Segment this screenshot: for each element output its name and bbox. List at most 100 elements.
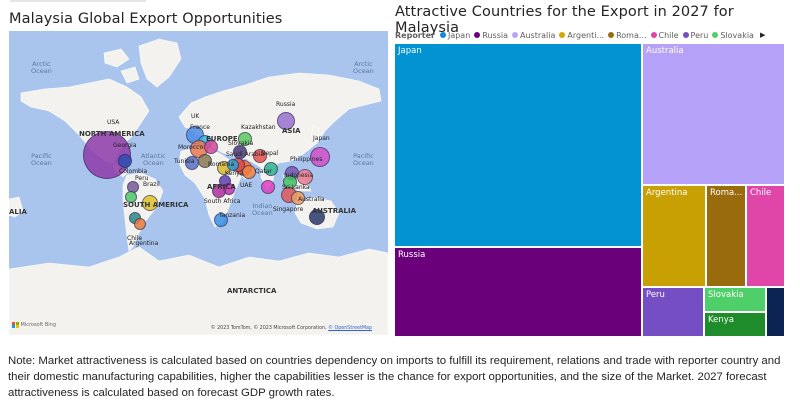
map-title: Malaysia Global Export Opportunities bbox=[9, 11, 283, 27]
legend-dot-icon bbox=[608, 32, 615, 38]
country-label: Tunisia bbox=[174, 158, 195, 165]
country-label: Singapore bbox=[273, 206, 304, 213]
legend-dot-icon bbox=[439, 32, 446, 38]
country-label: Australia bbox=[298, 196, 325, 203]
legend-item-chile[interactable]: Chile bbox=[650, 31, 679, 40]
treemap-tile-slovakia[interactable]: Slovakia bbox=[704, 287, 766, 312]
treemap-tile-romania[interactable]: Roma... bbox=[706, 185, 746, 287]
country-label: France bbox=[190, 124, 210, 131]
country-label: UK bbox=[191, 113, 200, 120]
treemap-tile-australia[interactable]: Australia bbox=[642, 43, 785, 185]
treemap-tile-russia[interactable]: Russia bbox=[394, 247, 642, 337]
continent-label: AUSTRALIA bbox=[312, 207, 356, 215]
map-bubble[interactable] bbox=[277, 112, 295, 130]
country-label: UAE bbox=[240, 182, 253, 189]
treemap-tile-chile[interactable]: Chile bbox=[746, 185, 785, 287]
map-bubble[interactable] bbox=[310, 147, 330, 167]
map-bubble[interactable] bbox=[198, 154, 212, 168]
legend-dot-icon bbox=[650, 32, 657, 38]
country-label: Kazakhstan bbox=[241, 124, 276, 131]
legend-item-russia[interactable]: Russia bbox=[474, 31, 508, 40]
treemap-tile-kenya[interactable]: Kenya bbox=[704, 312, 766, 337]
country-label: Saudi Arabia bbox=[226, 151, 265, 158]
bing-logo: Microsoft Bing bbox=[12, 321, 56, 328]
continent-label: SOUTH AMERICA bbox=[123, 201, 189, 209]
country-label: Nepal bbox=[261, 150, 279, 157]
country-label: Colombia bbox=[119, 168, 148, 175]
legend-dot-icon bbox=[559, 32, 566, 38]
legend-item-slovakia[interactable]: Slovakia bbox=[712, 31, 754, 40]
country-label: Argentina bbox=[129, 240, 159, 247]
country-label: Russia bbox=[276, 101, 296, 108]
top-divider bbox=[10, 0, 146, 2]
continent-label: NORTH AMERICA bbox=[79, 130, 145, 138]
legend-item-australia[interactable]: Australia bbox=[512, 31, 555, 40]
microsoft-logo-icon bbox=[12, 321, 19, 328]
map-bubble[interactable] bbox=[125, 191, 137, 203]
treemap-tile-argentina[interactable]: Argentina bbox=[642, 185, 706, 287]
map-bubble[interactable] bbox=[291, 191, 305, 205]
map-bubble[interactable] bbox=[227, 159, 239, 171]
map-bubble[interactable] bbox=[264, 162, 278, 176]
map-bubble[interactable] bbox=[142, 195, 158, 211]
ocean-label: Indian Ocean bbox=[252, 202, 273, 217]
map-bubble[interactable] bbox=[134, 218, 146, 230]
map-bubble[interactable] bbox=[238, 132, 252, 146]
country-label: Qatar bbox=[255, 168, 272, 175]
ocean-label: Arctic Ocean bbox=[31, 60, 52, 75]
country-label: Philippines bbox=[290, 156, 323, 163]
map-bubble[interactable] bbox=[297, 169, 313, 185]
legend-item-peru[interactable]: Peru bbox=[682, 31, 708, 40]
continent-label: ALIA bbox=[9, 208, 27, 216]
country-label: Morocco bbox=[178, 144, 204, 151]
legend-dot-icon bbox=[712, 32, 719, 38]
country-label: Japan bbox=[313, 135, 330, 142]
openstreetmap-link[interactable]: © OpenStreetMap bbox=[328, 326, 372, 331]
legend-title: Reporter bbox=[395, 30, 435, 40]
country-label: Kenya bbox=[225, 170, 244, 177]
map-bubble[interactable] bbox=[261, 180, 275, 194]
map-bubble[interactable] bbox=[242, 165, 256, 179]
treemap-tile-other[interactable] bbox=[766, 287, 785, 337]
ocean-label: Arctic Ocean bbox=[353, 60, 374, 75]
map-bubble[interactable] bbox=[212, 184, 226, 198]
legend-item-argentina[interactable]: Argenti... bbox=[559, 31, 604, 40]
country-label: Tanzania bbox=[219, 212, 246, 219]
ocean-label: Atlantic Ocean bbox=[141, 152, 166, 167]
treemap-legend: Reporter Japan Russia Australia Argenti.… bbox=[395, 29, 765, 41]
country-label: Chile bbox=[127, 235, 143, 242]
continent-label: EUROPE bbox=[206, 135, 238, 143]
legend-item-japan[interactable]: Japan bbox=[439, 31, 470, 40]
world-map[interactable]: Arctic Ocean Pacific Ocean Atlantic Ocea… bbox=[9, 31, 388, 335]
country-label: USA bbox=[107, 119, 120, 126]
continent-label: ANTARCTICA bbox=[227, 287, 277, 295]
country-label: South Africa bbox=[204, 198, 241, 205]
continent-label: ASIA bbox=[282, 127, 301, 135]
map-bubble[interactable] bbox=[118, 154, 132, 168]
legend-dot-icon bbox=[512, 32, 518, 38]
treemap-tile-peru[interactable]: Peru bbox=[642, 287, 704, 337]
country-label: Romania bbox=[208, 161, 235, 168]
continent-label: AFRICA bbox=[207, 183, 236, 191]
legend-item-romania[interactable]: Roma... bbox=[608, 31, 647, 40]
legend-next-arrow-icon[interactable]: ▶ bbox=[759, 31, 766, 39]
map-bubble[interactable] bbox=[204, 140, 218, 154]
country-label: Indonesia bbox=[284, 172, 314, 179]
map-copyright: © 2023 TomTom, © 2023 Microsoft Corporat… bbox=[210, 326, 372, 331]
land-masses bbox=[9, 38, 388, 335]
country-label: Peru bbox=[135, 175, 149, 182]
map-bubble[interactable] bbox=[309, 209, 325, 225]
treemap: Japan Russia Australia Argentina Roma...… bbox=[394, 43, 786, 337]
treemap-tile-japan[interactable]: Japan bbox=[394, 43, 642, 247]
country-label: Brazil bbox=[143, 181, 160, 188]
country-label: Georgia bbox=[113, 142, 137, 149]
map-bubble[interactable] bbox=[253, 149, 267, 163]
ocean-label: Pacific Ocean bbox=[353, 152, 374, 167]
footnote: Note: Market attractiveness is calculate… bbox=[8, 355, 781, 399]
country-label: Slovakia bbox=[228, 140, 254, 147]
ocean-label: Pacific Ocean bbox=[31, 152, 52, 167]
map-bubble[interactable] bbox=[214, 213, 228, 227]
legend-dot-icon bbox=[682, 32, 689, 38]
country-label: Sri Lanka bbox=[282, 184, 310, 191]
legend-dot-icon bbox=[474, 32, 481, 38]
